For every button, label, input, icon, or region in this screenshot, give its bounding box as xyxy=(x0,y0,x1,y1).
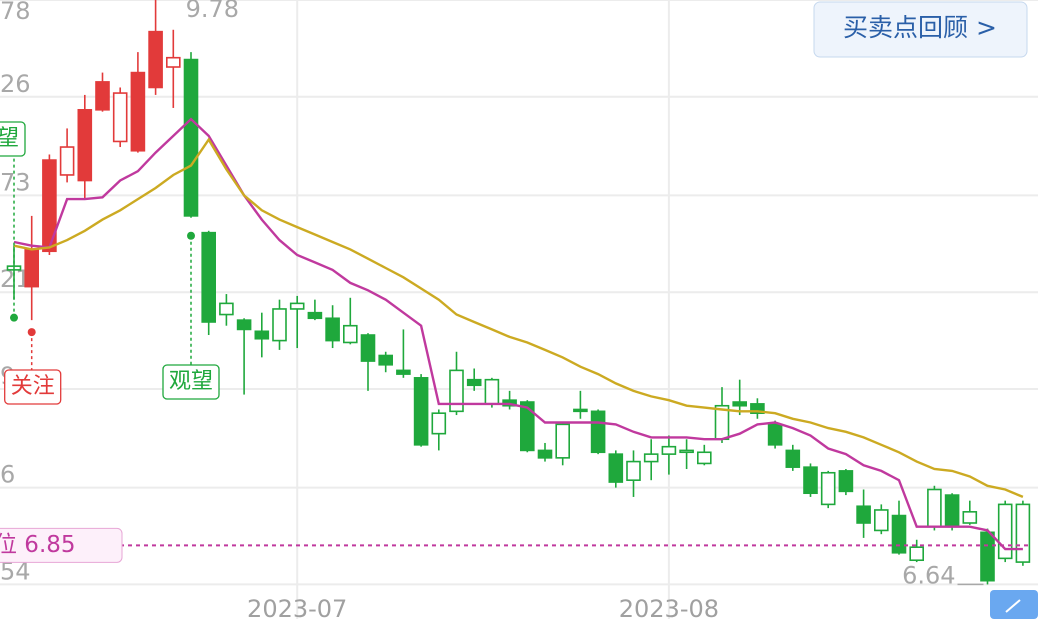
candle-body xyxy=(484,378,500,405)
candle-body xyxy=(537,449,553,459)
candle-body xyxy=(148,30,163,89)
candle-body xyxy=(944,494,960,528)
x-tick-label: 2023-08 xyxy=(619,595,719,619)
candle-body xyxy=(183,58,199,217)
candle-body xyxy=(608,453,624,483)
candle-body xyxy=(980,531,995,582)
candle-body xyxy=(201,231,216,323)
candle-body xyxy=(325,317,340,342)
button-bg[interactable] xyxy=(813,1,1028,58)
candle-body xyxy=(909,546,925,562)
candle-body xyxy=(927,488,942,528)
candle-body xyxy=(661,445,677,455)
candle-body xyxy=(962,511,978,524)
y-tick-label: 26 xyxy=(0,70,31,98)
level-badge xyxy=(0,527,123,563)
x-tick-label: 2023-07 xyxy=(247,595,347,619)
overlay: 压力位 6.859.786.64观望关注观望 xyxy=(0,0,1030,589)
y-tick-label: 6 xyxy=(0,461,15,489)
candle-body xyxy=(219,302,234,316)
candle-body xyxy=(342,324,358,344)
signal-label: 观望 xyxy=(169,369,213,394)
candle-body xyxy=(696,451,712,465)
candle-body xyxy=(519,401,535,452)
candle-body xyxy=(95,81,110,111)
candle-body xyxy=(820,471,836,506)
signal-badge xyxy=(0,121,26,157)
candle-body xyxy=(1015,503,1031,563)
max-label: 9.78 xyxy=(186,0,239,23)
y-tick-label: 78 xyxy=(0,0,31,25)
candle-body xyxy=(573,408,588,413)
candle-body xyxy=(130,71,146,152)
candle-body xyxy=(449,369,464,413)
candle-body xyxy=(42,159,57,253)
signal-dot xyxy=(27,328,36,337)
level-label: 压力位 6.85 xyxy=(0,532,76,558)
candle-body xyxy=(59,146,75,176)
signal-label: 观望 xyxy=(0,126,19,151)
candle-body xyxy=(236,319,252,331)
candle-body xyxy=(77,109,93,182)
candle-body xyxy=(803,466,818,495)
button-label[interactable]: 买卖点回顾 > xyxy=(843,13,997,42)
candle-body xyxy=(272,308,287,342)
candle-body xyxy=(626,460,641,481)
moving-average-line xyxy=(13,117,1023,551)
corner-icon xyxy=(1005,599,1021,613)
candle-body xyxy=(396,369,411,375)
candle-body xyxy=(873,509,889,532)
signal-badge xyxy=(4,369,62,405)
candle-body xyxy=(307,311,323,320)
candle-body xyxy=(24,248,40,288)
moving-average-line xyxy=(13,137,1024,499)
candle-body xyxy=(466,378,482,387)
signal-label: 关注 xyxy=(11,374,55,399)
candle-body xyxy=(785,449,801,468)
candle-body xyxy=(555,423,571,459)
review-button[interactable]: 买卖点回顾 > xyxy=(813,1,1028,58)
candle-body xyxy=(431,412,447,435)
min-label: 6.64 xyxy=(902,561,955,589)
candle-body xyxy=(856,505,871,524)
candle-body xyxy=(378,354,394,366)
candle-body xyxy=(166,56,181,68)
candle-body xyxy=(750,403,765,414)
candle-body xyxy=(413,377,429,446)
candle-body xyxy=(891,514,907,554)
candle-body xyxy=(590,410,606,454)
marks xyxy=(6,0,1031,585)
signal-badge xyxy=(162,364,220,400)
candle-body xyxy=(289,302,305,310)
candle-body xyxy=(767,423,783,446)
candle-body xyxy=(679,449,694,454)
candle-body xyxy=(112,92,128,143)
candle-body xyxy=(360,334,376,362)
candle-body xyxy=(254,330,270,340)
candle-body xyxy=(732,401,748,407)
y-tick-label: 73 xyxy=(0,168,31,196)
candle-body xyxy=(643,453,659,463)
candle-body xyxy=(838,470,854,493)
signal-dot xyxy=(187,231,195,240)
signal-dot xyxy=(10,313,18,322)
